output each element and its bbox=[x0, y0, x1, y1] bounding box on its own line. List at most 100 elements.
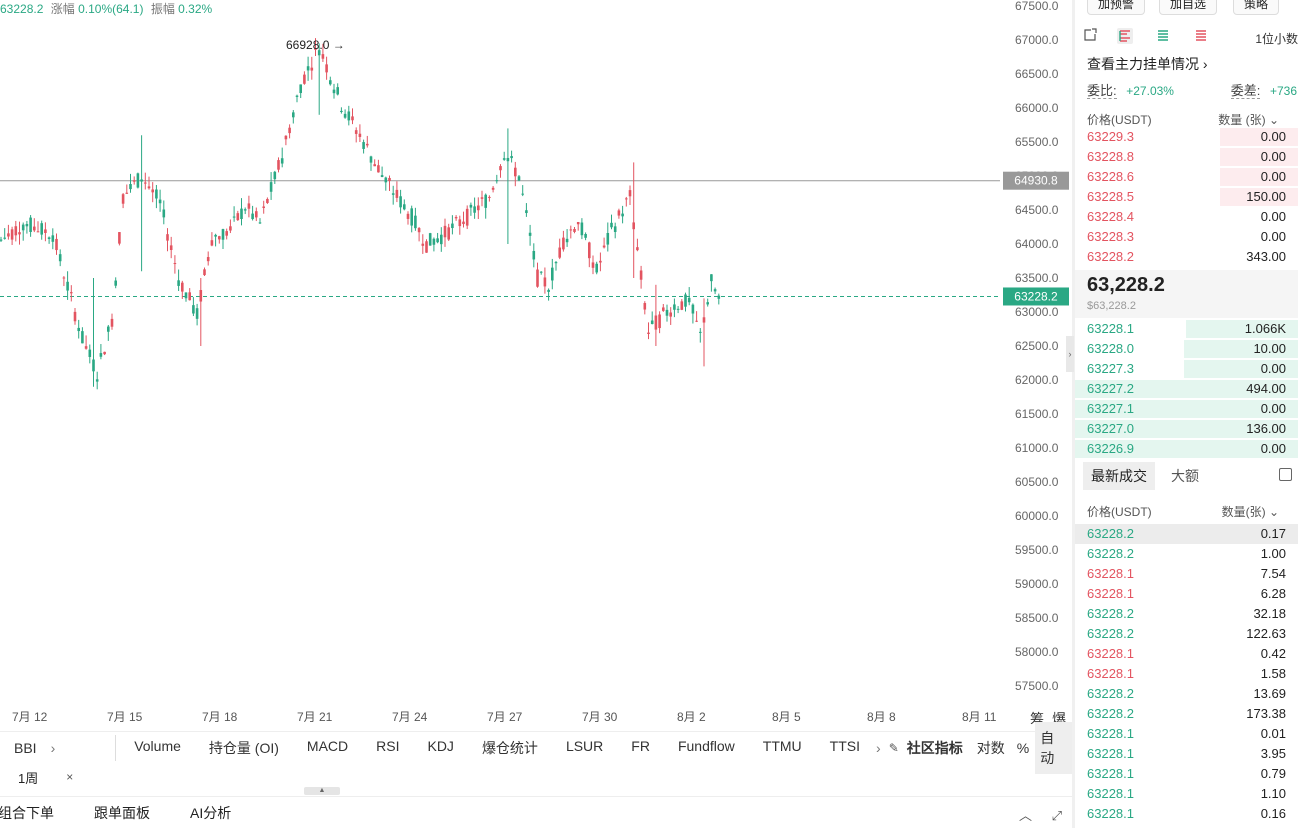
candle-body bbox=[144, 182, 147, 184]
indicator-item[interactable]: Volume bbox=[134, 737, 181, 754]
trade-qty: 0.42 bbox=[1260, 646, 1286, 661]
candle-body bbox=[710, 274, 713, 282]
edit-icon[interactable]: ✎ bbox=[888, 740, 899, 755]
y-tick-label: 63000.0 bbox=[1015, 305, 1059, 319]
add-alert-button[interactable]: 加预警 bbox=[1087, 0, 1146, 15]
bid-row[interactable]: 63228.1 1.066K bbox=[1075, 319, 1298, 339]
log-scale-toggle[interactable]: 对数 bbox=[976, 739, 1005, 756]
candle-body bbox=[414, 215, 417, 229]
ask-row[interactable]: 63229.3 0.00 bbox=[1075, 127, 1298, 147]
tab-copy-trading[interactable]: 跟单面板 bbox=[94, 804, 150, 821]
ask-row[interactable]: 63228.6 0.00 bbox=[1075, 167, 1298, 187]
bid-row[interactable]: 63227.0 136.00 bbox=[1075, 419, 1298, 439]
candlestick-chart[interactable]: 67500.067000.066500.066000.065500.065000… bbox=[0, 0, 1072, 730]
decimals-select[interactable]: 1位小数 bbox=[1255, 32, 1298, 46]
candle-body bbox=[399, 196, 402, 208]
orderbook-bids-icon[interactable] bbox=[1155, 28, 1171, 44]
indicator-item[interactable]: 爆仓统计 bbox=[481, 739, 538, 756]
collapse-panel-button[interactable]: › bbox=[1066, 336, 1074, 372]
candle-body bbox=[169, 245, 173, 250]
auto-scale-toggle[interactable]: 自动 bbox=[1035, 721, 1072, 774]
indicator-item[interactable]: KDJ bbox=[427, 737, 454, 754]
candle-body bbox=[354, 130, 358, 134]
ratio-value: +27.03% bbox=[1126, 84, 1174, 98]
candle-body bbox=[229, 226, 232, 231]
candle-body bbox=[621, 213, 624, 217]
tab-latest-trades[interactable]: 最新成交 bbox=[1083, 462, 1155, 490]
candle-body bbox=[0, 239, 3, 241]
trade-row: 63228.2 13.69 bbox=[1075, 684, 1298, 704]
indicator-bbi[interactable]: BBI bbox=[14, 739, 37, 756]
trades-qty-header[interactable]: 数量(张) ⌄ bbox=[1222, 503, 1279, 520]
tab-ai-analysis[interactable]: AI分析 bbox=[190, 804, 232, 821]
indicator-item[interactable]: TTSI bbox=[829, 737, 861, 754]
candle-body bbox=[199, 290, 203, 302]
candle-body bbox=[351, 116, 354, 121]
indicator-item[interactable]: RSI bbox=[376, 737, 400, 754]
indicator-item[interactable]: FR bbox=[631, 737, 650, 754]
indicator-item[interactable]: TTMU bbox=[762, 737, 802, 754]
candle-body bbox=[662, 307, 665, 311]
large-trades-checkbox[interactable] bbox=[1279, 468, 1292, 481]
community-indicators[interactable]: 社区指标 bbox=[906, 739, 963, 756]
indicator-item[interactable]: MACD bbox=[306, 737, 349, 754]
trade-price: 63228.1 bbox=[1087, 806, 1134, 821]
trade-row: 63228.1 1.58 bbox=[1075, 664, 1298, 684]
ask-row[interactable]: 63228.5 150.00 bbox=[1075, 187, 1298, 207]
add-watchlist-button[interactable]: 加自选 bbox=[1159, 0, 1218, 15]
ask-row[interactable]: 63228.2 343.00 bbox=[1075, 247, 1298, 267]
depth-bar bbox=[1220, 188, 1298, 206]
bid-qty: 0.00 bbox=[1260, 361, 1286, 376]
panel-resize-handle[interactable]: ▲ bbox=[304, 787, 340, 795]
candle-body bbox=[447, 227, 450, 240]
strategy-button[interactable]: 策略 bbox=[1233, 0, 1280, 15]
price-chart[interactable]: 63228.2 涨幅 0.10%(64.1) 振幅 0.32% 67500.0 6… bbox=[0, 0, 1072, 730]
open-external-icon[interactable] bbox=[1083, 28, 1099, 44]
y-tick-label: 59000.0 bbox=[1015, 577, 1059, 591]
trade-qty: 173.38 bbox=[1246, 706, 1286, 721]
ask-row[interactable]: 63228.3 0.00 bbox=[1075, 227, 1298, 247]
candle-body bbox=[576, 222, 580, 225]
candle-body bbox=[273, 171, 277, 180]
candle-body bbox=[55, 238, 58, 251]
x-tick-label: 8月 5 bbox=[772, 710, 801, 724]
ask-row[interactable]: 63228.8 0.00 bbox=[1075, 147, 1298, 167]
trade-price: 63228.2 bbox=[1087, 626, 1134, 641]
candle-body bbox=[373, 164, 376, 167]
percent-scale-toggle[interactable]: % bbox=[1016, 739, 1030, 756]
timeframe-tag[interactable]: 1周 bbox=[18, 770, 39, 786]
ask-row[interactable]: 63228.4 0.00 bbox=[1075, 207, 1298, 227]
candle-body bbox=[214, 234, 217, 237]
candle-body bbox=[417, 228, 421, 233]
candle-body bbox=[125, 192, 129, 194]
bid-row[interactable]: 63226.9 0.00 bbox=[1075, 439, 1298, 459]
indicator-item[interactable]: Fundflow bbox=[677, 737, 735, 754]
chevron-right-icon[interactable]: › bbox=[50, 739, 56, 756]
tab-large-trades[interactable]: 大额 bbox=[1171, 468, 1199, 484]
tab-combo-order[interactable]: 组合下单 bbox=[0, 804, 54, 821]
chevron-up-icon[interactable]: ︿ bbox=[1018, 808, 1032, 823]
main-orders-link[interactable]: 查看主力挂单情况 › bbox=[1087, 54, 1208, 74]
orderbook-both-icon[interactable] bbox=[1117, 28, 1133, 44]
qty-header[interactable]: 数量 (张) ⌄ bbox=[1218, 111, 1279, 128]
bid-row[interactable]: 63227.1 0.00 bbox=[1075, 399, 1298, 419]
bid-row[interactable]: 63227.3 0.00 bbox=[1075, 359, 1298, 379]
bid-row[interactable]: 63228.0 10.00 bbox=[1075, 339, 1298, 359]
ask-price: 63229.3 bbox=[1087, 129, 1134, 144]
candle-body bbox=[477, 205, 480, 211]
indicator-item[interactable]: LSUR bbox=[565, 737, 604, 754]
y-tick-label: 61000.0 bbox=[1015, 441, 1059, 455]
chevron-right-icon[interactable]: › bbox=[876, 739, 881, 756]
trade-row: 63228.2 32.18 bbox=[1075, 604, 1298, 624]
indicator-item[interactable]: 持仓量 (OI) bbox=[208, 739, 279, 756]
expand-icon[interactable]: ⤢ bbox=[1051, 808, 1062, 823]
orderbook-asks-icon[interactable] bbox=[1193, 28, 1209, 44]
bid-row[interactable]: 63227.2 494.00 bbox=[1075, 379, 1298, 399]
candle-body bbox=[188, 292, 191, 301]
candle-body bbox=[151, 189, 154, 193]
depth-bar bbox=[1186, 320, 1298, 338]
x-tick-label: 7月 12 bbox=[12, 710, 48, 724]
y-tick-label: 66000.0 bbox=[1015, 101, 1059, 115]
candle-body bbox=[221, 229, 225, 240]
close-icon[interactable]: × bbox=[66, 770, 74, 784]
